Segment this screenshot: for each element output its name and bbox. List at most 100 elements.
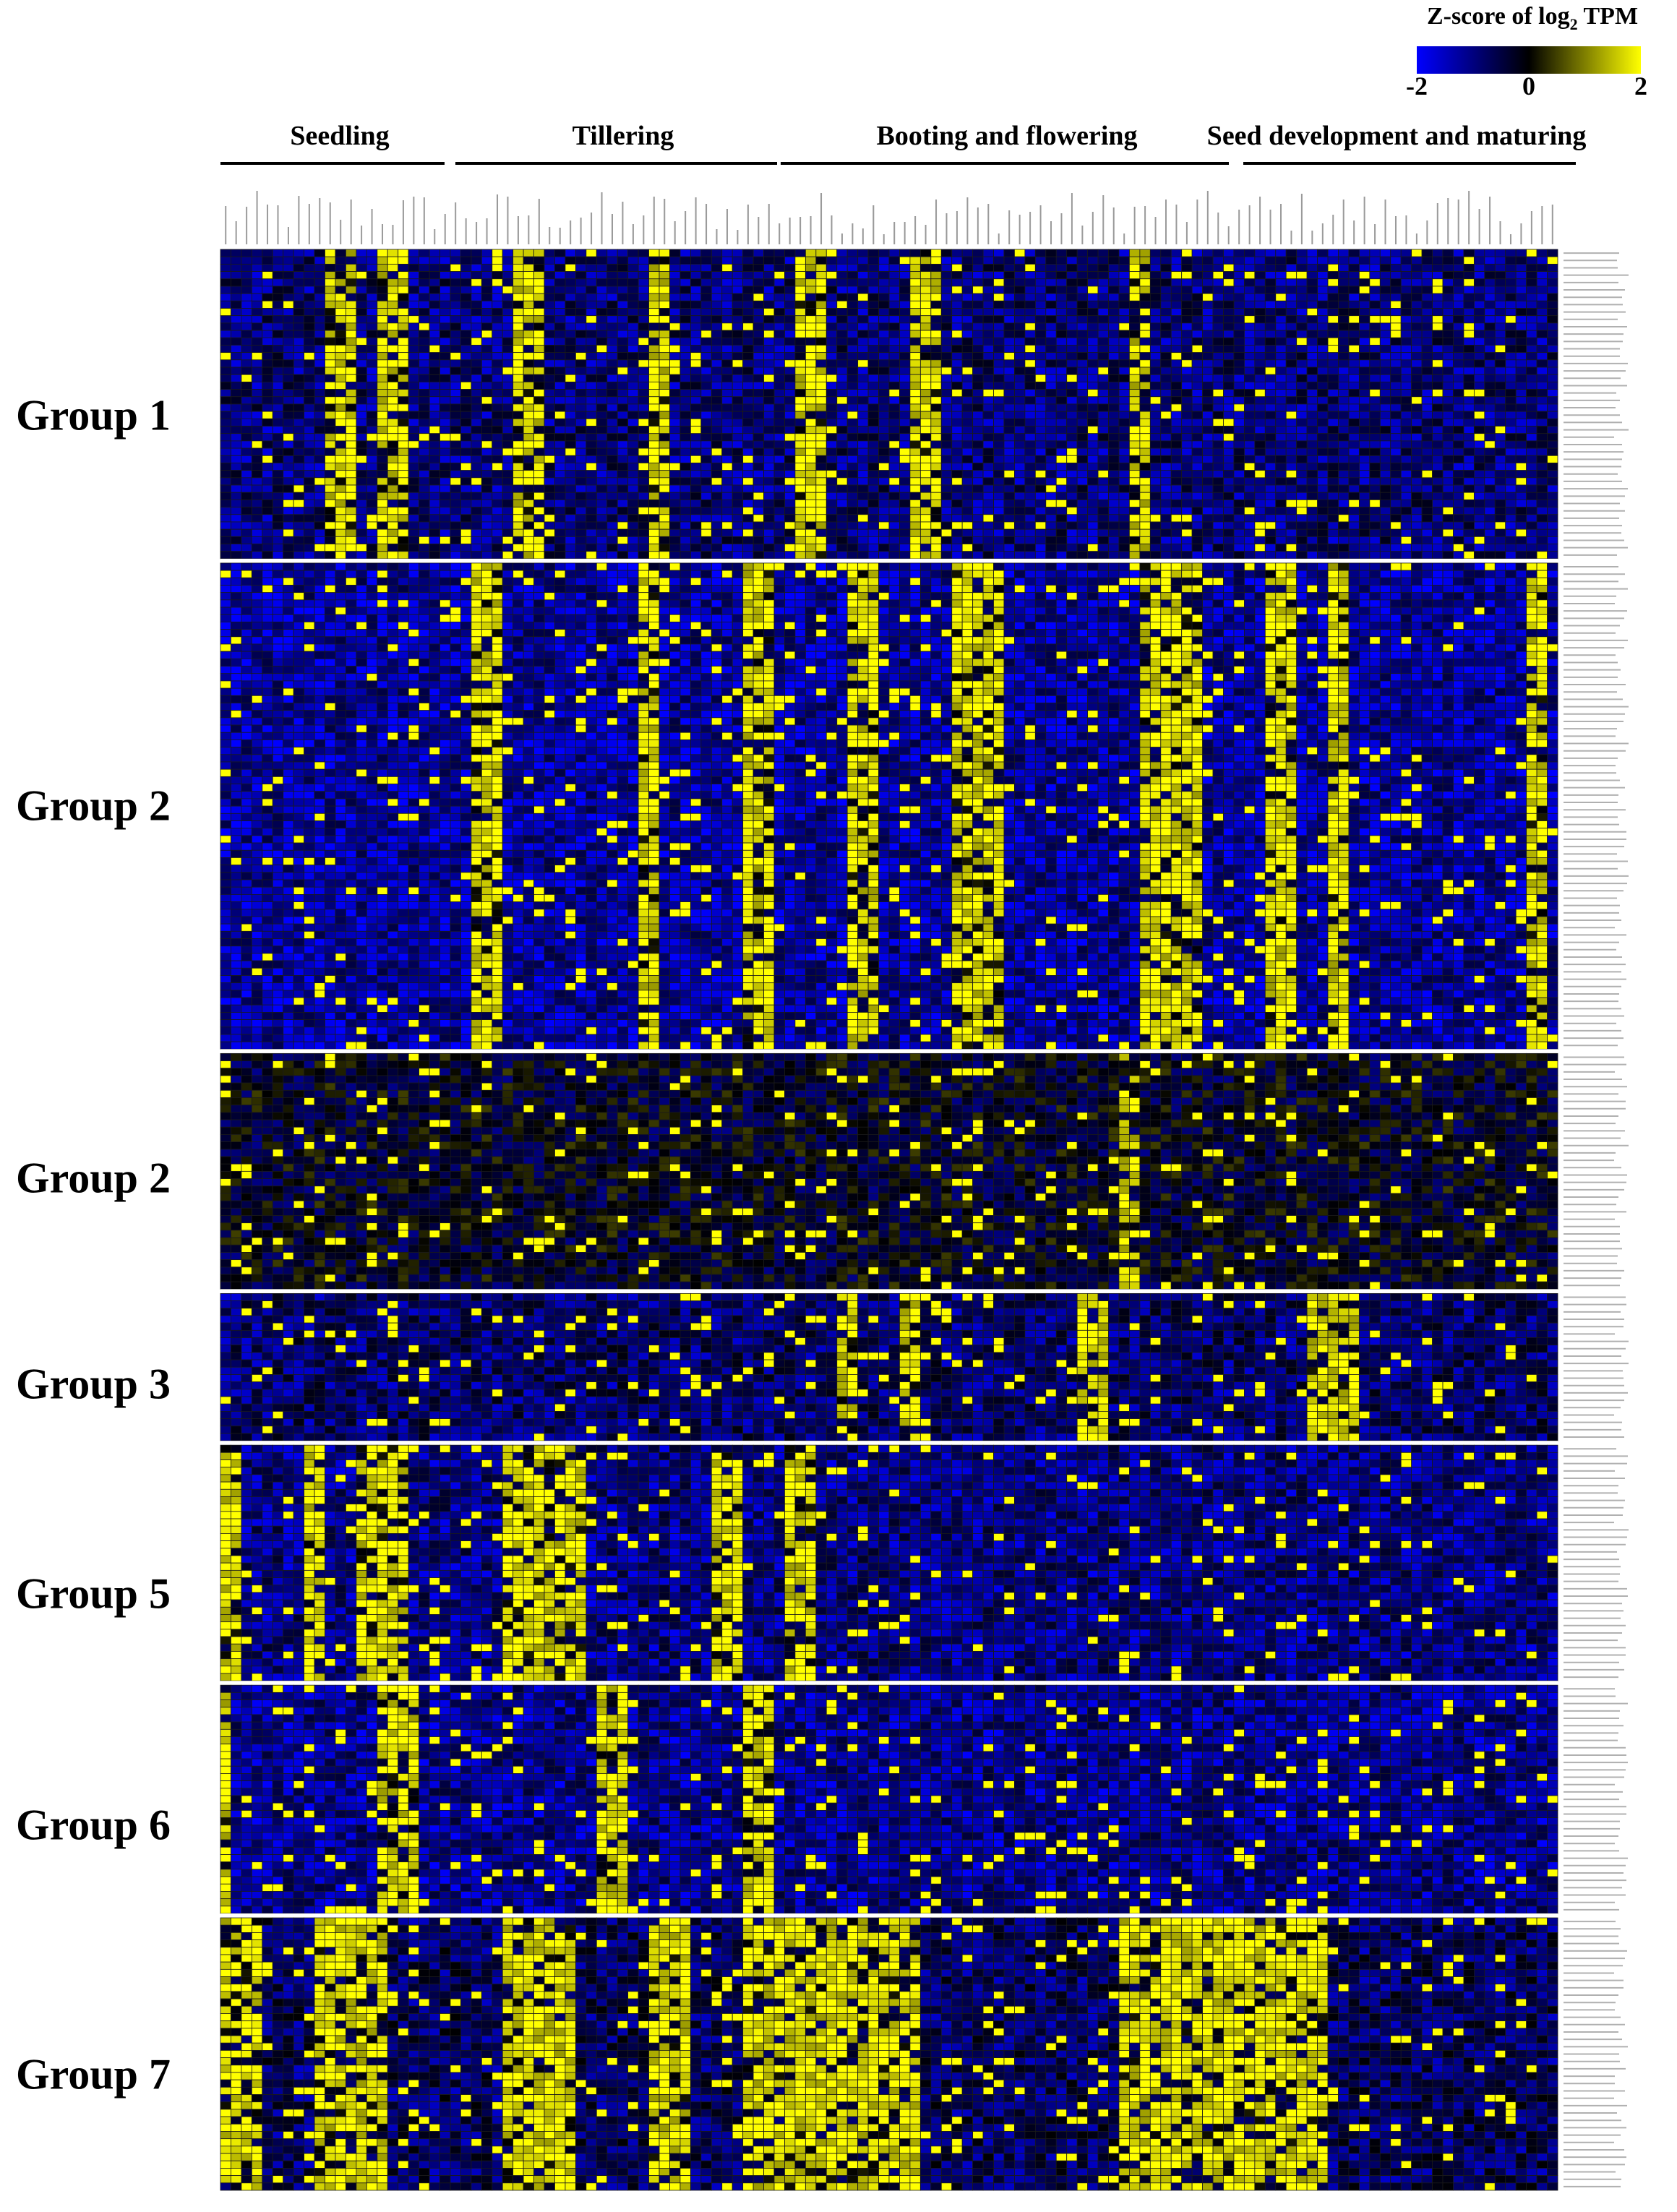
heatmap-cell <box>220 278 231 287</box>
heatmap-cell <box>1055 308 1068 317</box>
heatmap-cell <box>429 359 440 368</box>
heatmap-cell <box>523 381 534 390</box>
heatmap-cell <box>554 263 566 272</box>
heatmap-cell <box>1358 477 1371 486</box>
heatmap-cell <box>951 433 963 442</box>
heatmap-cell <box>366 426 378 434</box>
heatmap-cell <box>1003 322 1015 331</box>
heatmap-cell <box>502 352 514 361</box>
heatmap-cell <box>1473 381 1485 390</box>
heatmap-cell <box>481 330 493 338</box>
heatmap-cell <box>888 477 900 486</box>
heatmap-cell <box>1139 308 1151 317</box>
heatmap-cell <box>502 345 514 353</box>
heatmap-cell <box>1358 359 1371 368</box>
heatmap-cell <box>836 293 848 301</box>
heatmap-cell <box>575 403 587 412</box>
heatmap-cell <box>638 418 649 426</box>
stage-label-seedling: Seedling <box>290 120 389 152</box>
heatmap-cell <box>1191 389 1203 398</box>
heatmap-cell <box>1066 389 1078 398</box>
heatmap-cell <box>909 322 921 331</box>
heatmap-cell <box>1473 322 1485 331</box>
heatmap-cell <box>1191 359 1203 368</box>
heatmap-cell <box>314 263 325 272</box>
heatmap-cell <box>1264 263 1277 272</box>
heatmap-cell <box>293 278 305 287</box>
heatmap-cell <box>544 278 555 287</box>
heatmap-cell <box>1494 447 1506 456</box>
heatmap-cell <box>251 389 263 398</box>
heatmap-cell <box>1129 418 1141 426</box>
heatmap-cell <box>867 484 879 493</box>
heatmap-cell <box>1358 403 1371 412</box>
heatmap-cell <box>533 352 545 361</box>
heatmap-cell <box>1024 381 1036 390</box>
heatmap-cell <box>1547 352 1558 361</box>
legend-title: Z-score of log2 TPM <box>1395 3 1670 34</box>
heatmap-cell <box>648 470 660 479</box>
heatmap-cell <box>1212 463 1224 471</box>
heatmap-cell <box>565 352 576 361</box>
heatmap-cell <box>1390 389 1402 398</box>
heatmap-cell <box>1097 507 1109 515</box>
heatmap-cell <box>690 500 702 507</box>
heatmap-cell <box>1421 500 1433 507</box>
heatmap-cell <box>1442 389 1454 398</box>
heatmap-cell <box>1014 256 1026 265</box>
heatmap-cell <box>1484 249 1496 257</box>
heatmap-cell <box>429 521 440 530</box>
heatmap-cell <box>502 322 514 331</box>
heatmap-cell <box>972 278 984 287</box>
heatmap-cell <box>419 396 430 405</box>
heatmap-cell <box>1338 492 1350 500</box>
heatmap-cell <box>1390 492 1402 500</box>
heatmap-cell <box>1108 500 1120 507</box>
heatmap-cell <box>1045 256 1057 265</box>
heatmap-cell <box>439 337 451 346</box>
heatmap-cell <box>1066 263 1078 272</box>
heatmap-cell <box>419 271 430 280</box>
heatmap-cell <box>1484 418 1496 426</box>
heatmap-cell <box>773 256 785 265</box>
heatmap-cell <box>419 507 430 515</box>
heatmap-cell <box>1087 418 1099 426</box>
heatmap-cell <box>627 492 639 500</box>
heatmap-cell <box>231 374 242 382</box>
heatmap-cell <box>1327 374 1339 382</box>
heatmap-cell <box>1400 426 1412 434</box>
heatmap-cell <box>627 433 639 442</box>
heatmap-cell <box>356 484 367 493</box>
heatmap-cell <box>366 484 378 493</box>
heatmap-cell <box>1453 352 1464 361</box>
heatmap-cell <box>1547 455 1558 463</box>
heatmap-cell <box>1369 278 1381 287</box>
heatmap-cell <box>1473 433 1485 442</box>
heatmap-cell <box>471 477 482 486</box>
heatmap-cell <box>1233 300 1245 309</box>
heatmap-cell <box>982 293 994 301</box>
heatmap-cell <box>1390 359 1402 368</box>
heatmap-cell <box>346 322 357 331</box>
heatmap-cell <box>1285 293 1298 301</box>
heatmap-cell <box>752 263 764 272</box>
heatmap-cell <box>1254 426 1266 434</box>
heatmap-cell <box>617 411 629 419</box>
heatmap-cell <box>899 411 911 419</box>
heatmap-cell <box>1379 315 1391 324</box>
heatmap-cell <box>617 396 629 405</box>
heatmap-cell <box>1139 315 1151 324</box>
heatmap-cell <box>1202 470 1214 479</box>
heatmap-cell <box>502 433 514 442</box>
heatmap-cell <box>700 271 712 280</box>
heatmap-cell <box>533 249 545 257</box>
heatmap-cell <box>439 440 451 449</box>
heatmap-cell <box>1181 477 1193 486</box>
heatmap-cell <box>533 366 545 375</box>
heatmap-cell <box>1066 374 1078 382</box>
heatmap-cell <box>1139 418 1151 426</box>
heatmap-cell <box>794 337 806 346</box>
heatmap-cell <box>763 308 775 317</box>
heatmap-cell <box>1034 330 1047 338</box>
heatmap-cell <box>325 521 336 530</box>
